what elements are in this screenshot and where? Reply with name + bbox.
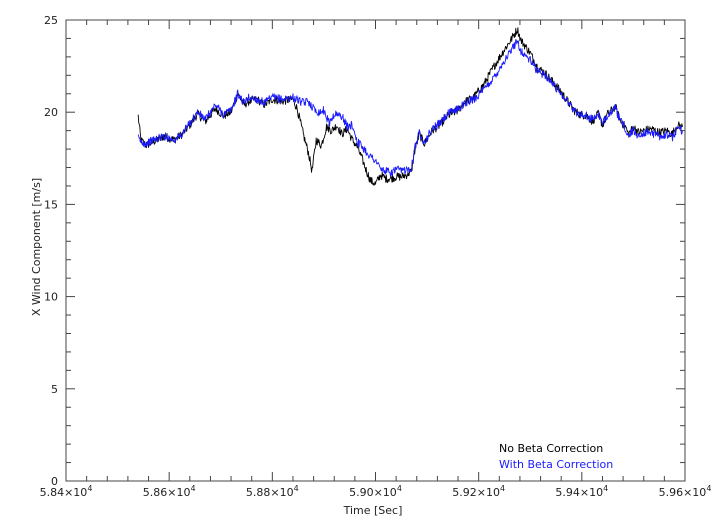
x-tick-label: 5.88×104 [246, 484, 299, 499]
x-tick-label: 5.92×104 [452, 484, 505, 499]
y-tick-label: 5 [51, 383, 58, 396]
series-line-no-beta-correction [137, 27, 683, 186]
legend-entry: No Beta Correction [499, 442, 603, 455]
x-tick-label: 5.94×104 [555, 484, 608, 499]
x-tick-label: 5.90×104 [349, 484, 402, 499]
x-axis-title: Time [Sec] [343, 504, 403, 517]
y-axis-title: X Wind Component [m/s] [30, 178, 43, 316]
x-tick-label: 5.86×104 [143, 484, 196, 499]
y-tick-label: 25 [44, 14, 58, 27]
x-axis-ticks: 5.84×104 5.86×104 5.88×104 5.90×104 5.92×104… [40, 20, 712, 499]
y-tick-label: 10 [44, 291, 58, 304]
y-axis-ticks: 0 5 10 15 20 25 [44, 14, 685, 488]
legend-entry: With Beta Correction [499, 458, 613, 471]
plot-frame [65, 19, 686, 482]
y-tick-label: 20 [44, 106, 58, 119]
y-tick-label: 15 [44, 198, 58, 211]
x-tick-label: 5.84×104 [40, 484, 93, 499]
x-tick-label: 5.96×104 [659, 484, 712, 499]
legend: No Beta Correction With Beta Correction [499, 442, 613, 471]
plot-axes [65, 19, 686, 482]
data-series [137, 27, 683, 186]
y-tick-label: 0 [51, 475, 58, 488]
series-line-with-beta-correction [137, 39, 683, 178]
